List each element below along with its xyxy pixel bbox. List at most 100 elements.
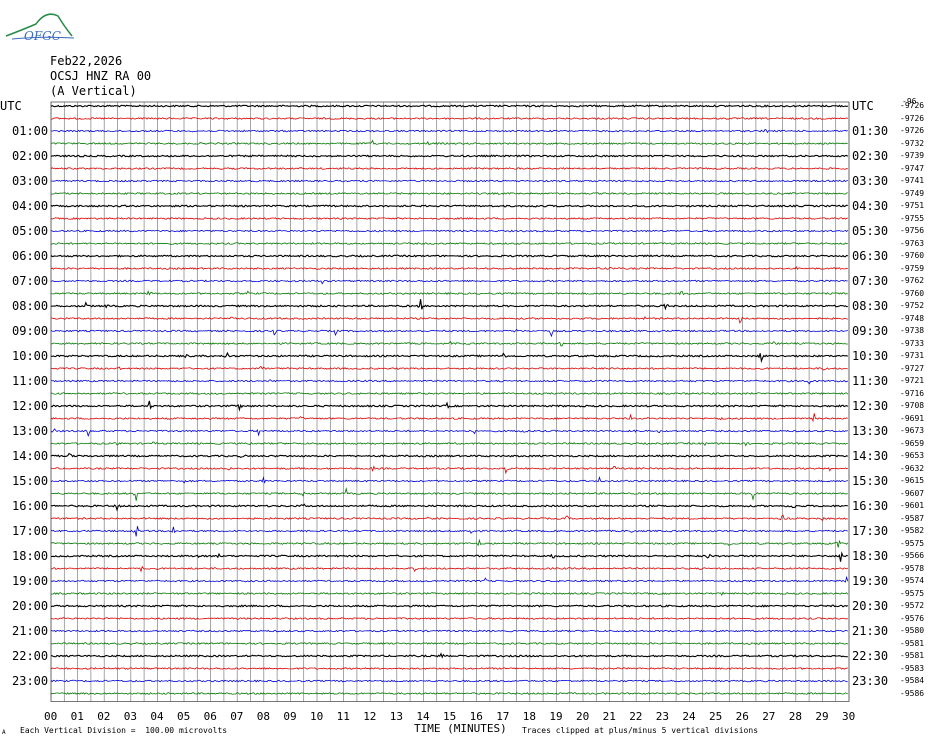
trace-line (50, 465, 848, 475)
trace-line (50, 652, 848, 659)
trace-line (50, 575, 849, 583)
right-hour-label: 08:30 (852, 299, 889, 313)
offset-label: -9632 (900, 463, 925, 473)
x-tick-label: 09 (283, 710, 297, 723)
offset-label: -9741 (900, 176, 925, 185)
left-hour-label: 07:00 (12, 274, 49, 288)
offset-label: -9733 (900, 338, 925, 348)
x-tick-label: 10 (310, 710, 324, 723)
trace-line (50, 452, 849, 459)
x-tick-label: 06 (203, 710, 217, 723)
x-tick-label: 25 (709, 710, 723, 723)
right-hour-label: 18:30 (852, 549, 889, 563)
x-tick-label: 11 (336, 710, 350, 723)
right-hour-label: 03:30 (852, 174, 889, 188)
logo-mountain-icon (5, 13, 75, 40)
x-tick-label: 07 (230, 710, 244, 723)
trace-line (50, 104, 848, 108)
offset-label: -9763 (900, 238, 925, 248)
trace-line (50, 476, 848, 484)
offset-label: -9584 (900, 676, 925, 685)
scale-note: Each Vertical Division = 100.00 microvol… (20, 726, 228, 735)
plot-frame (50, 101, 850, 702)
left-hour-label: 20:00 (12, 599, 49, 613)
clip-note: Traces clipped at plus/minus 5 vertical … (522, 726, 759, 735)
trace-line (50, 242, 848, 245)
offset-label: -9726 (900, 101, 925, 110)
right-hour-label: UTC (852, 99, 874, 113)
x-tick-label: 19 (549, 710, 563, 723)
offset-label: -9607 (900, 488, 925, 498)
trace-line (50, 679, 848, 683)
x-tick-label: 20 (576, 710, 590, 723)
header-station: OCSJ HNZ RA 00 (50, 69, 152, 83)
offset-label: -9760 (900, 251, 925, 260)
x-tick-label: 24 (682, 710, 696, 723)
left-hour-label: 08:00 (12, 299, 49, 313)
right-hour-label: 01:30 (852, 124, 889, 138)
offset-label: -9583 (900, 663, 925, 673)
trace-line (50, 428, 848, 438)
x-tick-label: 13 (389, 710, 404, 723)
right-hour-label: 06:30 (852, 249, 889, 263)
offset-label: -9731 (900, 351, 925, 360)
x-tick-label: 05 (177, 710, 191, 723)
left-hour-label: 03:00 (12, 174, 49, 188)
left-hour-label: 22:00 (12, 649, 49, 663)
x-tick-label: 26 (735, 710, 749, 723)
left-hour-label: 04:00 (12, 199, 49, 213)
right-hour-label: 12:30 (852, 399, 889, 413)
right-hour-label: 20:30 (852, 599, 889, 613)
offset-label: -9726 (900, 113, 925, 123)
trace-line (50, 617, 848, 620)
offset-label-top: -96 (902, 97, 917, 106)
offset-label: -9747 (900, 163, 925, 173)
x-tick-label: 04 (150, 710, 164, 723)
logo-text: OFGC (24, 29, 61, 43)
trace-line (50, 565, 849, 573)
trace-line (50, 365, 848, 371)
trace-line (50, 379, 849, 385)
x-tick-label: 14 (416, 710, 430, 723)
right-hour-label: 02:30 (852, 149, 889, 163)
left-hour-label: 14:00 (12, 449, 49, 463)
trace-line (50, 667, 848, 670)
right-hour-label: 04:30 (852, 199, 889, 213)
header-orientation: (A Vertical) (50, 84, 137, 98)
offset-label: -9739 (900, 151, 925, 160)
trace-line (50, 328, 848, 338)
right-hour-label: 22:30 (852, 649, 889, 663)
x-tick-label: 00 (44, 710, 58, 723)
trace-line (50, 341, 848, 347)
right-hour-label: 05:30 (852, 224, 889, 238)
offset-label: -9673 (900, 426, 925, 435)
trace-line (50, 254, 849, 258)
offset-label: -9738 (900, 326, 925, 335)
x-tick-label: 18 (522, 710, 537, 723)
left-hour-label: 13:00 (12, 424, 49, 438)
offset-label: -9575 (900, 538, 925, 548)
offset-label: -9716 (900, 388, 925, 398)
trace-line (50, 315, 848, 324)
left-hour-label: 11:00 (12, 374, 49, 388)
corner-mark: A (2, 729, 6, 736)
offset-label: -9581 (900, 651, 925, 660)
trace-line (50, 503, 849, 512)
left-hour-label: 17:00 (12, 524, 49, 538)
trace-line (50, 591, 849, 597)
offset-label: -9581 (900, 638, 925, 648)
trace-line (50, 299, 848, 311)
x-tick-label: 28 (788, 710, 803, 723)
x-tick-label: 16 (469, 710, 483, 723)
observatory-logo: OFGC (2, 6, 82, 46)
trace-line (50, 351, 849, 364)
offset-label: -9748 (900, 313, 925, 323)
offset-label: -9582 (900, 526, 925, 535)
trace-line (50, 551, 848, 562)
offset-label: -9759 (900, 263, 925, 273)
trace-line (50, 217, 848, 220)
x-tick-label: 01 (70, 710, 84, 723)
offset-label: -9721 (900, 376, 925, 385)
right-hour-label: 13:30 (852, 424, 889, 438)
